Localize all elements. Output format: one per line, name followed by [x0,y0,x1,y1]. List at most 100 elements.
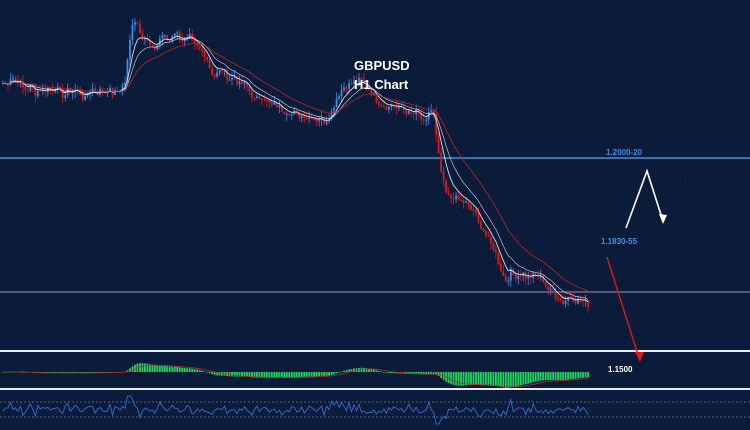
candle [151,44,154,48]
macd-bar [148,364,151,372]
macd-bar [572,372,574,379]
macd-bar [587,372,589,378]
candle [260,98,263,106]
mid-level-label: 1.1830-55 [601,237,638,246]
candle [330,108,333,121]
macd-bar [308,372,311,377]
macd-bar [579,372,582,379]
macd-bar [427,372,430,375]
macd-bar [270,372,273,378]
macd-bar [547,372,550,381]
candle [231,71,233,86]
candle [34,82,37,103]
candle [470,203,472,212]
macd-bar [51,372,54,374]
candle [253,97,256,102]
macd-bar [330,372,333,375]
candle [385,106,388,111]
candle [251,89,253,103]
macd-bar [370,369,373,372]
macd-bar [228,372,231,377]
candle [499,257,502,272]
macd-bar [452,372,455,385]
macd-bar [89,372,92,374]
candle [492,240,495,253]
macd-bar [380,371,383,373]
candle [358,72,360,87]
candle [203,50,206,63]
macd-bar [139,363,141,372]
marker-dot [682,181,684,183]
macd-bar [206,372,209,373]
chart-title: GBPUSD [354,58,410,73]
candle [148,35,151,50]
macd-bar [268,372,271,378]
candle [315,115,318,127]
macd-bar [22,371,24,373]
macd-bar [557,372,560,381]
macd-bar [492,372,495,386]
macd-bar [412,372,415,375]
macd-bar [213,372,216,375]
candle [462,199,465,209]
macd-bar [490,372,492,386]
macd-bar [537,372,540,382]
target-label: 1.1500 [608,365,633,374]
candle [283,111,286,116]
candle [273,96,276,106]
macd-bar [94,372,97,373]
macd-bar [258,372,261,378]
candle [557,292,560,304]
macd-bar [420,372,423,375]
macd-bar [340,371,343,373]
macd-bar [61,372,64,374]
macd-bar [168,366,171,372]
oscillator-panel [2,395,589,425]
macd-bar [494,372,497,387]
macd-bar [559,372,562,381]
macd-bar [193,369,196,372]
moving-averages [2,35,589,303]
macd-bar [201,370,204,372]
macd-bar [188,368,191,372]
macd-bar [554,372,557,381]
candle [507,276,510,286]
macd-bar [233,372,236,377]
macd-bar [178,367,181,372]
macd-histogram [2,363,589,388]
macd-bar [462,372,465,386]
macd-bar [76,372,79,373]
candle [485,228,487,238]
macd-bar [387,372,390,373]
candle [547,281,550,295]
macd-bar [265,372,268,378]
macd-bar [298,372,301,378]
macd-bar [544,372,547,381]
candle [365,80,368,92]
macd-bar [430,372,433,375]
candle [29,83,32,93]
macd-bar [350,369,353,372]
macd-bar [275,372,278,378]
candle [475,206,477,217]
candle [517,270,520,285]
macd-bar [455,372,457,386]
candle [263,94,266,102]
macd-bar [485,372,487,386]
macd-bar [290,372,293,378]
candle [236,74,238,87]
candle [241,75,243,87]
macd-bar [251,372,253,378]
macd-bar [161,365,164,372]
macd-bar [186,368,189,372]
macd-bar [437,372,440,377]
candle [41,83,44,96]
macd-bar [211,372,214,374]
macd-bar [539,372,542,381]
macd-bar [283,372,286,378]
candle [587,299,589,313]
candle [313,118,316,122]
candle [84,94,87,102]
macd-bar [392,372,395,374]
